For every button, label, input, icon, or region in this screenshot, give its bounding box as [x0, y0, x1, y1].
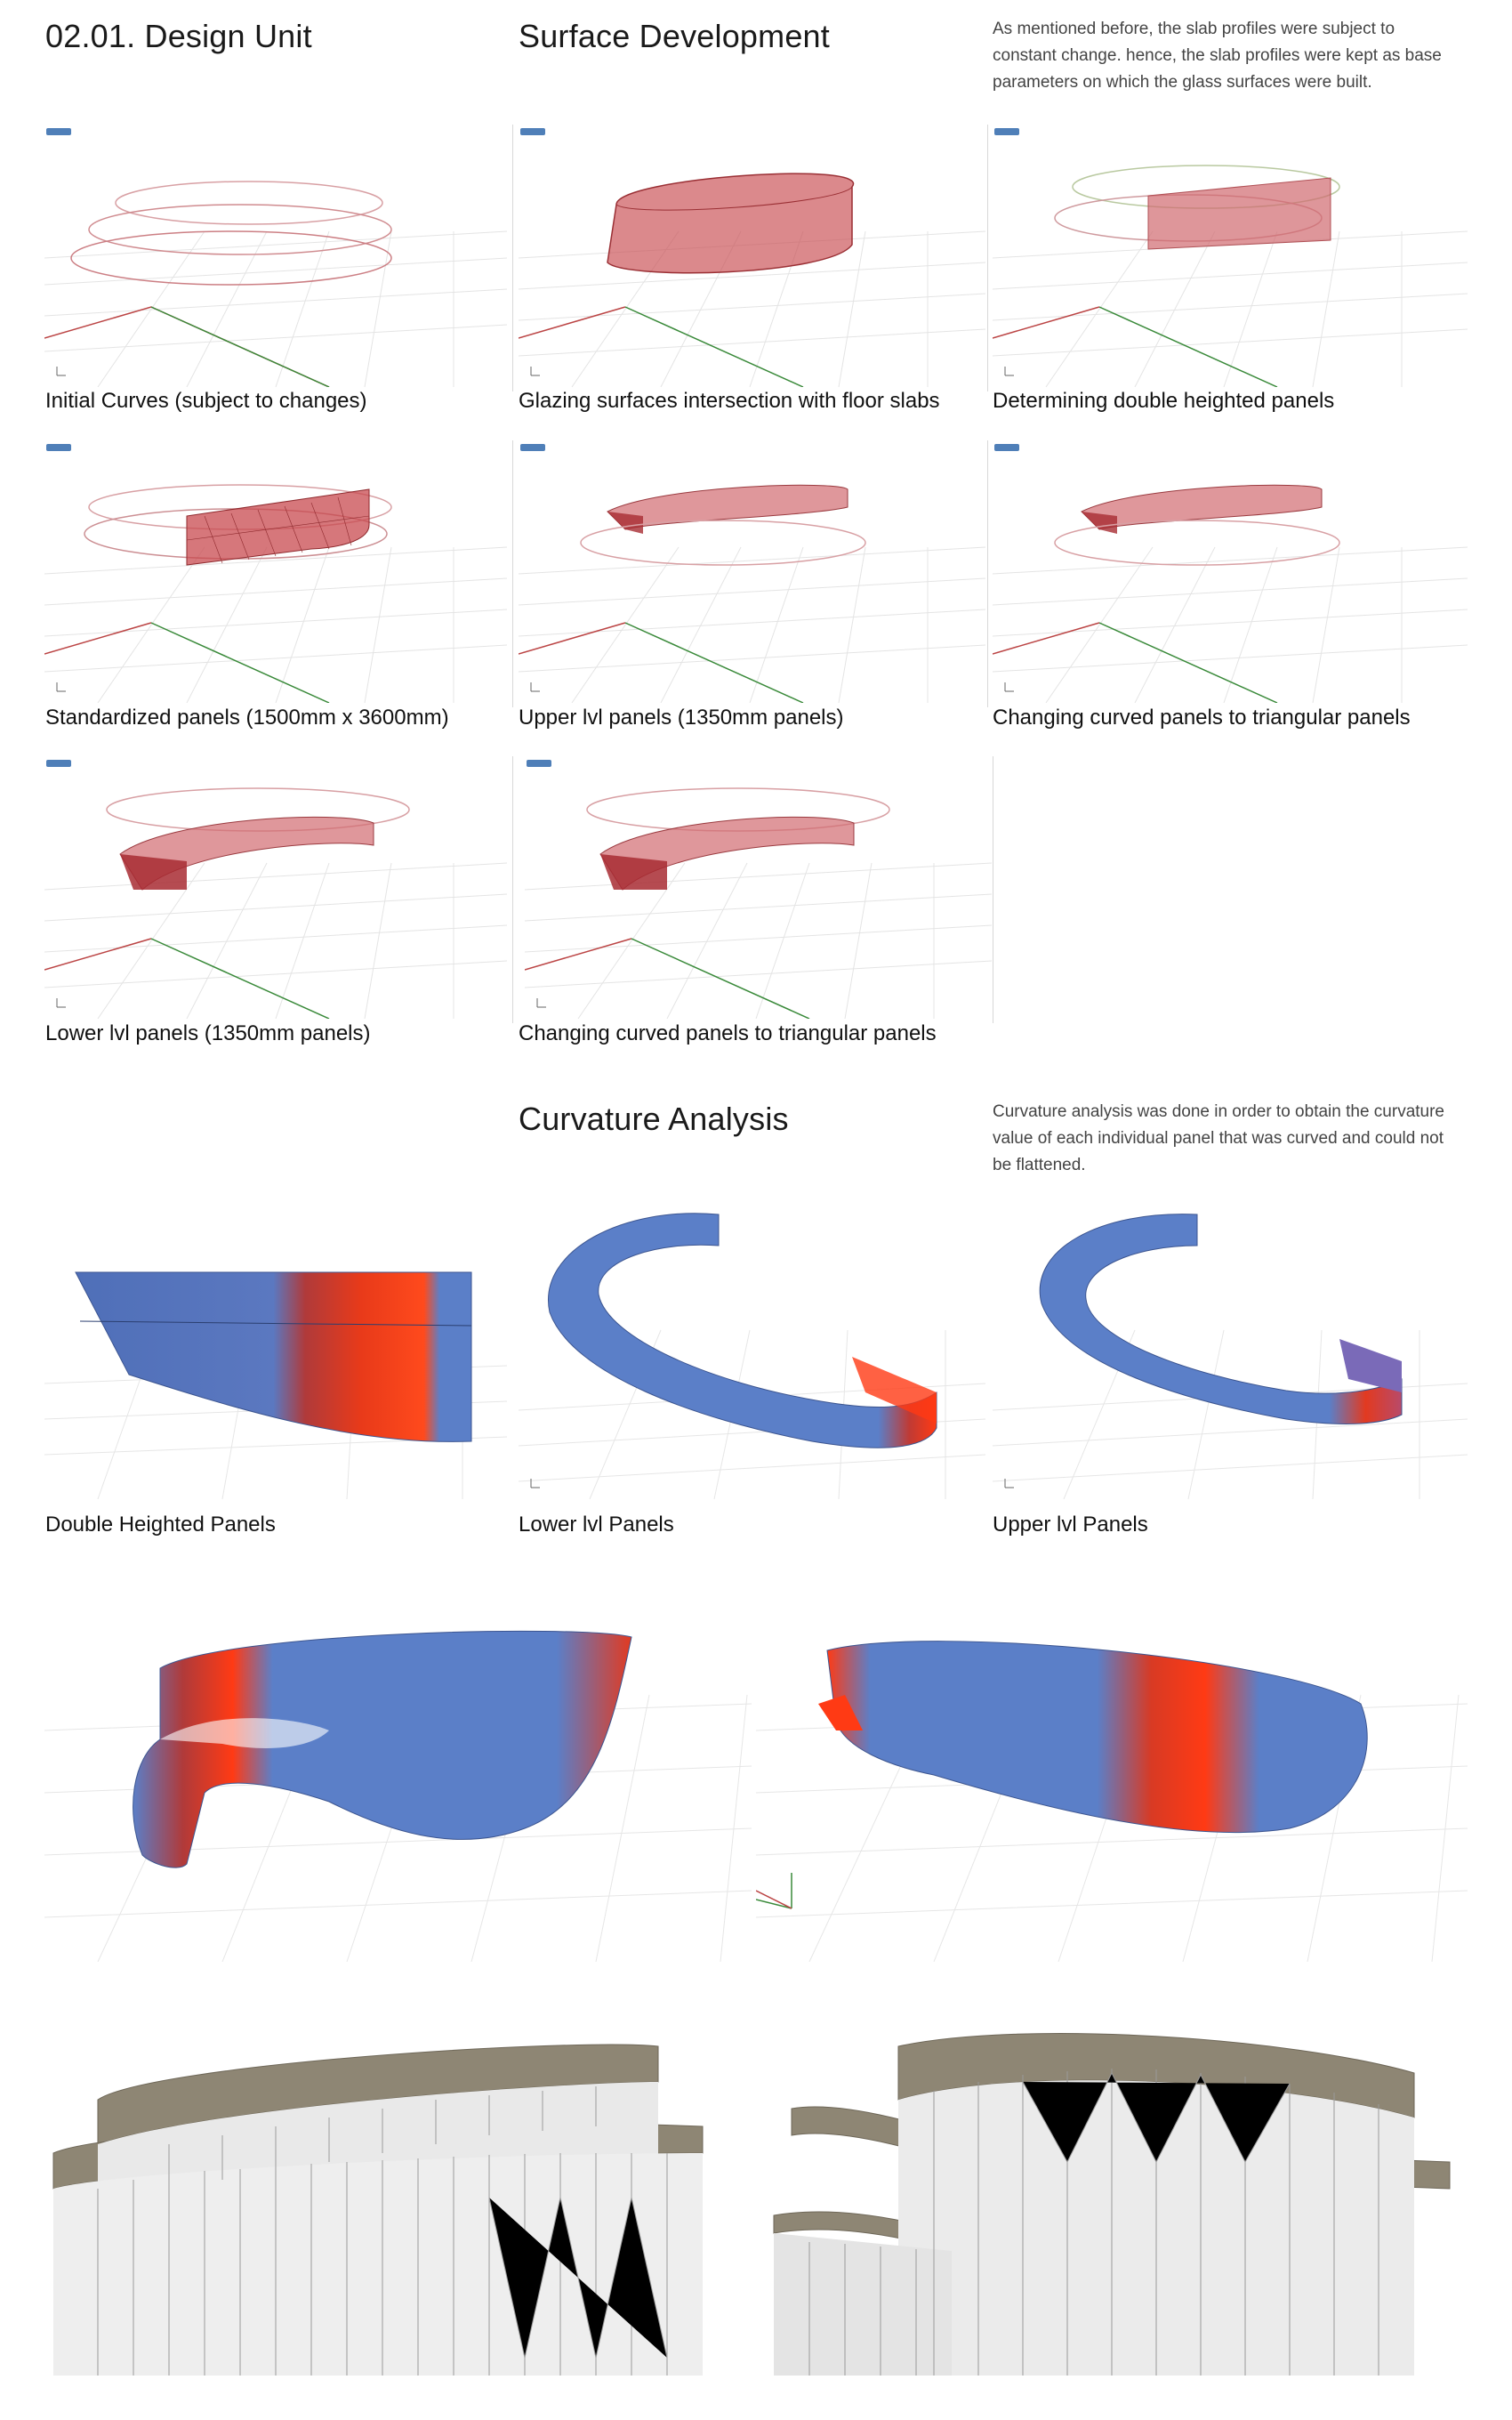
viewport-label-icon — [994, 444, 1019, 451]
caption-double-heighted-panels: Double Heighted Panels — [45, 1512, 276, 1537]
render-glazing-left — [44, 2020, 752, 2376]
caption-upper-triangular: Changing curved panels to triangular pan… — [993, 706, 1411, 730]
curvature-upper-lvl — [993, 1188, 1468, 1499]
axis-gizmo-icon — [530, 367, 540, 376]
viewport-label-icon — [46, 444, 71, 451]
axis-gizmo-icon — [536, 998, 546, 1008]
viewport-upper-lvl-panels — [519, 440, 985, 703]
viewport-label-icon — [994, 128, 1019, 135]
curvature-combined-view-right — [756, 1597, 1468, 1962]
curvature-combined-view-left — [44, 1597, 752, 1962]
axis-gizmo-icon — [1004, 367, 1014, 376]
caption-upper-lvl-panels: Upper lvl panels (1350mm panels) — [519, 706, 844, 730]
caption-lower-triangular: Changing curved panels to triangular pan… — [519, 1021, 937, 1045]
section-title-surface-development: Surface Development — [519, 18, 830, 54]
viewport-label-icon — [46, 128, 71, 135]
caption-glazing-intersection: Glazing surfaces intersection with floor… — [519, 389, 940, 413]
curvature-double-heighted — [44, 1188, 507, 1499]
render-glazing-right — [756, 2020, 1468, 2376]
curvature-analysis-note: Curvature analysis was done in order to … — [993, 1102, 1444, 1174]
caption-initial-curves: Initial Curves (subject to changes) — [45, 389, 367, 413]
caption-lower-lvl-panels: Lower lvl panels (1350mm panels) — [45, 1021, 371, 1045]
caption-double-heighted: Determining double heighted panels — [993, 389, 1335, 413]
surface-development-note: As mentioned before, the slab profiles w… — [993, 20, 1442, 92]
viewport-upper-triangular — [993, 440, 1468, 703]
axis-gizmo-icon — [1004, 1479, 1014, 1488]
viewport-lower-triangular — [525, 756, 992, 1019]
caption-upper-lvl-curvature: Upper lvl Panels — [993, 1512, 1148, 1537]
viewport-double-heighted — [993, 125, 1468, 387]
axis-gizmo-icon — [530, 682, 540, 692]
viewport-label-icon — [520, 128, 545, 135]
axis-gizmo-icon — [56, 682, 66, 692]
viewport-glazing-intersection — [519, 125, 985, 387]
section-title-curvature-analysis: Curvature Analysis — [519, 1101, 789, 1137]
axis-gizmo-icon — [530, 1479, 540, 1488]
viewport-label-icon — [527, 760, 551, 767]
curvature-lower-lvl — [519, 1188, 985, 1499]
page-title: 02.01. Design Unit — [45, 18, 312, 54]
axis-gizmo-icon — [56, 998, 66, 1008]
viewport-lower-lvl-panels — [44, 756, 507, 1019]
caption-lower-lvl-curvature: Lower lvl Panels — [519, 1512, 674, 1537]
axis-gizmo-icon — [56, 367, 66, 376]
viewport-label-icon — [520, 444, 545, 451]
viewport-initial-curves — [44, 125, 507, 387]
axis-gizmo-icon — [1004, 682, 1014, 692]
viewport-label-icon — [46, 760, 71, 767]
caption-standardized-panels: Standardized panels (1500mm x 3600mm) — [45, 706, 449, 730]
viewport-standardized-panels — [44, 440, 507, 703]
